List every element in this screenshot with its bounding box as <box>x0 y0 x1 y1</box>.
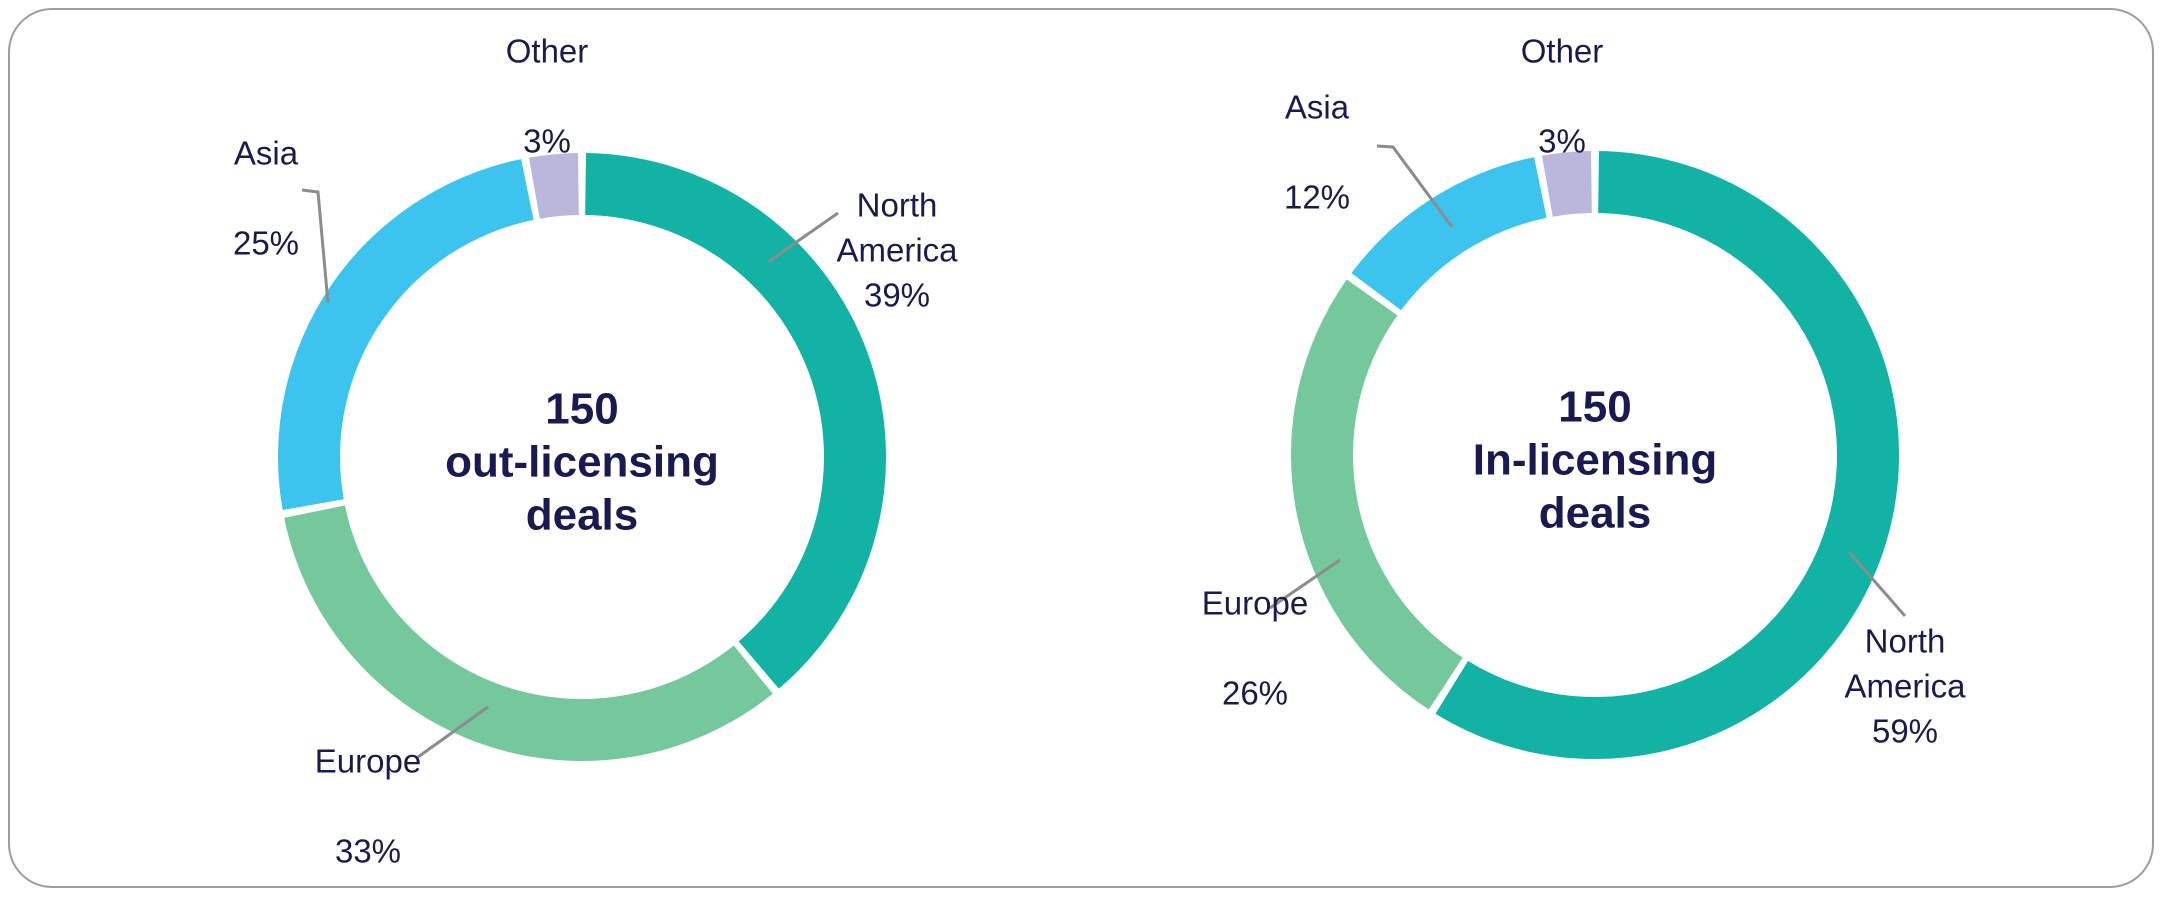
segment-percent: 12% <box>1283 178 1351 216</box>
segment-percent: 39% <box>863 276 931 314</box>
out-licensing-center-title: 150 out-licensing deals <box>372 383 792 542</box>
leader-line-north-america <box>1847 551 1907 617</box>
chart-card <box>8 8 2154 888</box>
donut-segment-other <box>528 153 579 219</box>
segment-name: North America <box>1844 622 1966 705</box>
donut-segment-asia <box>1351 157 1547 311</box>
label-out-licensing-other: Other 3% <box>506 0 589 209</box>
leader-line-europe <box>417 705 489 759</box>
out-licensing-donut <box>277 153 886 761</box>
donut-charts-canvas <box>277 144 1907 761</box>
in-licensing-donut <box>1269 144 1907 759</box>
segment-name: Europe <box>314 742 422 780</box>
deal-word: deals <box>525 490 639 540</box>
deal-count: 150 <box>545 384 619 434</box>
donut-segment-other <box>1541 151 1592 217</box>
leader-line-north-america <box>767 211 839 264</box>
donut-segment-europe <box>284 505 773 761</box>
segment-name: Asia <box>233 134 299 172</box>
label-out-licensing-europe: Europe 33% <box>315 694 421 919</box>
segment-percent: 59% <box>1871 712 1939 750</box>
leader-line-europe <box>1269 558 1341 610</box>
deal-count: 150 <box>1558 382 1632 432</box>
deal-type: In-licensing <box>1472 435 1718 485</box>
label-in-licensing-europe: Europe 26% <box>1202 536 1308 761</box>
segment-percent: 33% <box>334 832 402 870</box>
donut-segment-europe <box>1290 279 1463 710</box>
donut-segment-north-america <box>1435 151 1900 759</box>
segment-percent: 26% <box>1221 674 1289 712</box>
deal-type: out-licensing <box>445 437 719 487</box>
leader-line-asia <box>301 188 330 304</box>
segment-name: Other <box>1520 32 1604 70</box>
segment-percent: 25% <box>232 224 300 262</box>
label-in-licensing-asia: Asia 12% <box>1284 40 1350 265</box>
label-in-licensing-north-america: North America 59% <box>1813 619 1998 754</box>
donut-segment-asia <box>277 159 534 511</box>
leader-line-asia <box>1376 144 1454 228</box>
deal-word: deals <box>1538 488 1652 538</box>
donut-segment-north-america <box>585 153 886 689</box>
segment-percent: 3% <box>1538 122 1586 160</box>
segment-name: Other <box>505 32 589 70</box>
segment-percent: 3% <box>523 122 571 160</box>
label-in-licensing-other: Other 3% <box>1521 0 1604 209</box>
in-licensing-center-title: 150 In-licensing deals <box>1385 381 1805 540</box>
label-out-licensing-asia: Asia 25% <box>233 86 299 311</box>
segment-name: Europe <box>1201 584 1309 622</box>
segment-name: Asia <box>1284 88 1350 126</box>
label-out-licensing-north-america: North America 39% <box>805 183 990 318</box>
segment-name: North America <box>836 186 958 269</box>
